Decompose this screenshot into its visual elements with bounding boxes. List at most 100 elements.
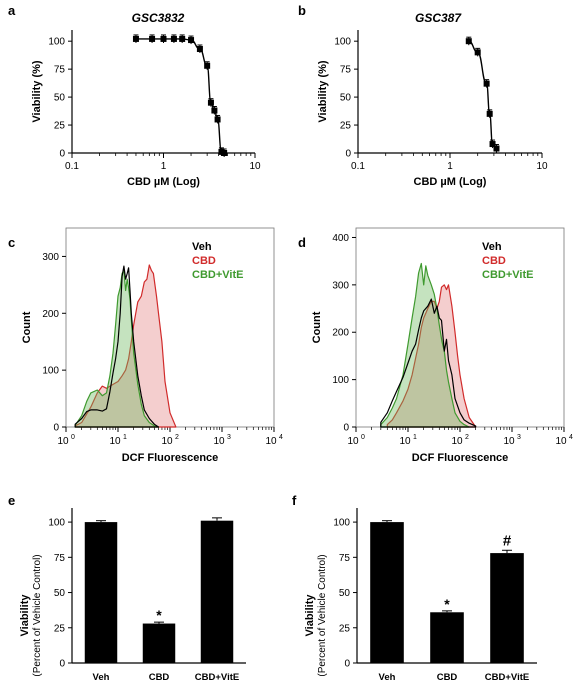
bar <box>84 522 118 663</box>
x-tick-label: 0.1 <box>65 161 79 172</box>
y-tick-label: 100 <box>42 366 59 377</box>
data-point <box>489 141 496 148</box>
x-tick-label: 10 <box>249 161 261 172</box>
x-tick-exponent: 2 <box>175 434 179 441</box>
y-tick-label: 75 <box>339 553 351 564</box>
x-tick-exponent: 3 <box>517 434 521 441</box>
data-point <box>196 46 203 53</box>
legend-entry: CBD+VitE <box>482 269 533 281</box>
x-tick-label: 10 <box>57 436 69 447</box>
data-point <box>483 80 490 87</box>
y-tick-label: 0 <box>343 423 349 434</box>
y-tick-label: 75 <box>54 553 66 564</box>
y-tick-label: 75 <box>340 65 352 76</box>
y-axis-sublabel: (Percent of Vehicle Control) <box>317 554 328 676</box>
y-tick-label: 300 <box>42 252 59 263</box>
x-tick-label: 10 <box>161 436 173 447</box>
data-point <box>221 150 228 156</box>
y-axis-label: Count <box>21 311 33 343</box>
data-point <box>207 99 214 106</box>
data-point <box>149 35 156 42</box>
series-veh <box>74 265 160 428</box>
x-tick-label: 10 <box>451 436 463 447</box>
panel-letter-d: d <box>298 235 306 250</box>
category-label: CBD+VitE <box>195 672 239 683</box>
x-tick-exponent: 1 <box>123 434 127 441</box>
bar <box>490 553 524 663</box>
bar <box>200 520 234 663</box>
y-tick-label: 100 <box>333 518 350 529</box>
x-tick-label: 1 <box>447 161 453 172</box>
y-tick-label: 50 <box>54 588 66 599</box>
data-point <box>188 37 195 44</box>
y-tick-label: 100 <box>332 375 349 386</box>
bar <box>430 612 464 663</box>
x-tick-exponent: 2 <box>465 434 469 441</box>
data-point <box>486 110 493 117</box>
data-point <box>211 107 218 114</box>
significance-marker: # <box>503 532 512 549</box>
data-point <box>493 145 500 152</box>
x-tick-exponent: 1 <box>413 434 417 441</box>
x-tick-label: 1 <box>161 161 167 172</box>
y-axis-sublabel: (Percent of Vehicle Control) <box>32 554 43 676</box>
panel-b: b GSC387 0 25 50 75 100 0.1 1 10 CBD µM (Log) Via… <box>298 3 548 188</box>
panel-letter-b: b <box>298 3 306 18</box>
x-tick-label: 10 <box>265 436 277 447</box>
x-tick-label: 10 <box>347 436 359 447</box>
fit-curve <box>468 40 497 150</box>
chart-title: GSC3832 <box>132 11 185 25</box>
category-label: Veh <box>379 672 396 683</box>
y-tick-label: 100 <box>48 37 65 48</box>
x-tick-label: 10 <box>213 436 225 447</box>
series-veh <box>380 298 477 428</box>
y-tick-label: 0 <box>59 659 65 670</box>
x-tick-exponent: 3 <box>227 434 231 441</box>
panel-a: a GSC3832 0 25 50 75 100 0.1 1 10 CBD µM (Log) Vi… <box>8 3 261 188</box>
panel-letter-f: f <box>292 493 297 508</box>
x-tick-exponent: 4 <box>279 434 283 441</box>
bar <box>142 623 176 663</box>
fit-curve <box>135 38 225 154</box>
y-tick-label: 50 <box>339 588 351 599</box>
y-tick-label: 25 <box>54 121 66 132</box>
data-point <box>170 35 177 42</box>
significance-marker: * <box>444 596 450 612</box>
significance-marker: * <box>156 607 162 623</box>
panel-letter-c: c <box>8 235 15 250</box>
x-tick-label: 10 <box>536 161 548 172</box>
y-tick-label: 75 <box>54 65 66 76</box>
y-tick-label: 25 <box>54 623 66 634</box>
bar <box>370 522 404 663</box>
x-axis-label: CBD µM (Log) <box>127 176 200 188</box>
y-tick-label: 400 <box>332 233 349 244</box>
series-cbd <box>74 264 177 428</box>
category-label: Veh <box>93 672 110 683</box>
legend-entry: Veh <box>482 241 502 253</box>
y-tick-label: 25 <box>340 121 352 132</box>
category-label: CBD <box>149 672 170 683</box>
legend-entry: CBD <box>482 255 506 267</box>
data-point <box>160 35 167 42</box>
x-tick-label: 10 <box>399 436 411 447</box>
x-tick-label: 10 <box>555 436 567 447</box>
x-tick-label: 0.1 <box>351 161 365 172</box>
panel-letter-a: a <box>8 3 16 18</box>
y-tick-label: 0 <box>345 149 351 160</box>
y-tick-label: 100 <box>48 518 65 529</box>
category-label: CBD <box>437 672 458 683</box>
y-axis-label: Viability <box>304 594 316 637</box>
data-point <box>474 49 481 56</box>
data-point <box>204 62 211 69</box>
x-tick-label: 10 <box>109 436 121 447</box>
x-tick-exponent: 4 <box>569 434 573 441</box>
y-axis-label: Viability (%) <box>317 60 329 122</box>
panel-f: f 0 25 50 75 100 Viability (Percent of Vehicle… <box>292 493 537 683</box>
y-tick-label: 25 <box>339 623 351 634</box>
y-tick-label: 200 <box>42 309 59 320</box>
x-axis-label: DCF Fluorescence <box>412 452 509 464</box>
data-point <box>465 38 472 45</box>
y-tick-label: 50 <box>340 93 352 104</box>
